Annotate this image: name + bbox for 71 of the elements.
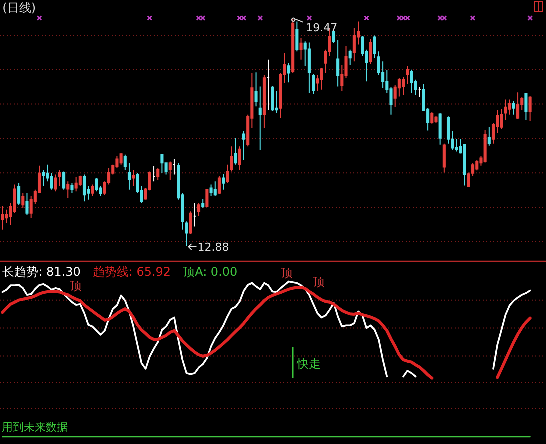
candlestick [156, 168, 160, 180]
candlestick [230, 146, 234, 172]
candlestick [336, 39, 340, 88]
candlestick [66, 181, 70, 199]
candlestick [300, 38, 303, 60]
candlestick [128, 162, 132, 190]
candlestick [22, 192, 25, 209]
candlestick [373, 35, 376, 59]
annotation: 12.88 [198, 241, 230, 254]
candlestick [434, 115, 438, 124]
candlestick [152, 166, 156, 182]
candlestick [254, 72, 258, 108]
candlestick [402, 76, 406, 96]
candlestick [70, 182, 74, 194]
candlestick [308, 42, 311, 94]
candlestick [82, 174, 86, 202]
candlestick [262, 74, 266, 129]
text: 顶 [281, 266, 293, 280]
candlestick [418, 86, 422, 98]
candlestick [410, 69, 414, 94]
annotation: 用到未来数据 [2, 421, 68, 434]
candlestick [26, 192, 29, 216]
candlestick [210, 184, 213, 197]
candlestick [197, 202, 201, 217]
candlestick [226, 164, 230, 184]
candlestick [120, 152, 123, 166]
candlestick [54, 174, 58, 192]
candlestick [430, 112, 434, 124]
candlestick [172, 158, 176, 176]
candlestick [500, 108, 504, 130]
annotation: 顶 [313, 275, 325, 289]
candlestick [124, 154, 127, 170]
candlestick [406, 66, 410, 84]
annotation: 19.47 [306, 21, 338, 34]
series-names: 长趋势: 81.30 趋势线: 65.92 顶A: 0.00 [2, 265, 238, 279]
candlestick [504, 99, 508, 121]
candlestick [312, 73, 316, 94]
candlestick [58, 169, 62, 187]
candlestick [193, 202, 196, 228]
candlestick [287, 62, 291, 84]
candlestick [214, 181, 217, 197]
candlestick [242, 130, 246, 160]
candlestick [74, 176, 78, 192]
annotation: 快走 [296, 357, 321, 371]
candlestick [369, 38, 372, 65]
candlestick [524, 92, 528, 121]
candlestick [168, 161, 172, 180]
candlestick [185, 221, 188, 246]
chart-title: (日线) [2, 1, 36, 15]
candlestick [296, 21, 299, 52]
candlestick [222, 174, 226, 190]
candlestick [320, 68, 324, 90]
candlestick [1, 206, 4, 230]
candlestick [234, 138, 238, 166]
candlestick [238, 146, 242, 170]
candlestick [516, 92, 520, 120]
candlestick [488, 126, 491, 146]
candlestick [42, 169, 46, 187]
candlestick [132, 169, 136, 187]
candlestick [160, 154, 164, 174]
annotation: 顶 [70, 279, 82, 293]
candlestick [258, 86, 262, 151]
candlestick [202, 198, 205, 209]
candlestick [91, 184, 94, 197]
candlestick [95, 178, 98, 192]
candlestick [528, 96, 532, 122]
candlestick [463, 144, 466, 186]
candlestick [438, 112, 442, 146]
candlestick [267, 59, 270, 111]
candlestick [512, 101, 516, 116]
candlestick [348, 49, 352, 66]
